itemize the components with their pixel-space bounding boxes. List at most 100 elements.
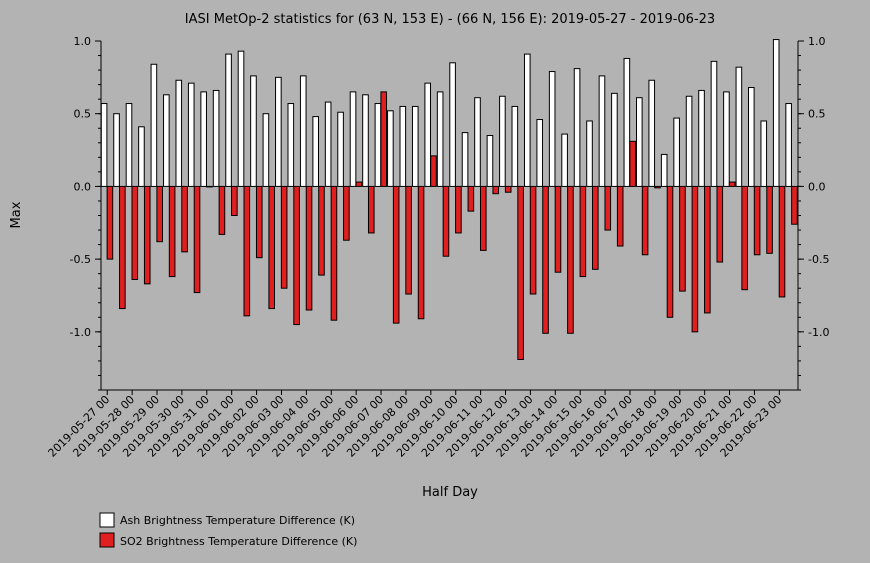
so2-bar <box>380 91 388 187</box>
so2-bar <box>504 185 512 193</box>
ash-bar <box>250 75 257 187</box>
so2-bar <box>367 185 375 234</box>
ash-bar <box>461 132 469 187</box>
so2-bar <box>467 185 475 212</box>
so2-bar <box>579 185 587 278</box>
ash-bar <box>511 105 519 187</box>
ash-bar <box>138 126 145 187</box>
ash-bar <box>735 66 743 187</box>
so2-bar <box>168 185 176 278</box>
ash-bar <box>387 110 394 187</box>
so2-bar <box>231 185 238 216</box>
y-tick-label-right: -1.0 <box>808 326 829 339</box>
ash-bar <box>262 113 270 187</box>
so2-bar <box>479 185 487 251</box>
so2-bar <box>704 185 711 314</box>
legend-label-ash: Ash Brightness Temperature Difference (K… <box>120 514 355 527</box>
so2-bar <box>119 185 126 310</box>
ash-bar <box>150 63 158 187</box>
x-axis-label: Half Day <box>422 485 478 500</box>
ash-bar <box>362 94 369 187</box>
ash-bar <box>685 95 693 187</box>
so2-bar <box>455 185 462 234</box>
so2-bar <box>206 185 213 188</box>
ash-bar <box>237 50 245 187</box>
ash-bar <box>636 97 643 187</box>
ash-bar <box>100 103 108 187</box>
so2-bar <box>492 185 500 195</box>
so2-bar <box>716 185 724 263</box>
ash-bar <box>187 82 195 187</box>
so2-bar <box>778 185 786 298</box>
ash-bar <box>573 68 581 187</box>
y-tick-label: -1.0 <box>70 326 91 339</box>
legend-swatch-so2 <box>99 532 115 548</box>
so2-bar <box>392 185 400 324</box>
so2-bar <box>728 181 736 187</box>
so2-bar <box>405 185 412 295</box>
ash-bar <box>673 117 680 187</box>
so2-bar <box>442 185 450 257</box>
ash-bar <box>324 101 332 187</box>
legend-swatch-ash <box>99 512 115 528</box>
so2-bar <box>305 185 313 311</box>
y-tick-label-right: -0.5 <box>808 253 829 266</box>
so2-bar <box>143 185 151 285</box>
so2-bar <box>218 185 226 235</box>
so2-bar <box>567 185 574 334</box>
so2-bar <box>355 181 363 187</box>
so2-bar <box>255 185 263 259</box>
axes-layer: 1.0 1.00.5 0.50.0 0.0-0.5 -0.5-1.0 -1.02019-0… <box>46 35 830 460</box>
ash-bar <box>561 133 568 187</box>
y-tick-label: 1.0 <box>74 35 92 48</box>
so2-bar <box>193 185 201 294</box>
so2-bar <box>293 185 300 326</box>
so2-bar <box>654 185 661 189</box>
so2-bar <box>753 185 761 256</box>
so2-bar <box>666 185 674 318</box>
y-tick-label-right: 1.0 <box>808 35 826 48</box>
so2-bar <box>679 185 686 292</box>
so2-bar <box>131 185 139 280</box>
so2-bar <box>604 185 612 231</box>
so2-bar <box>529 185 537 295</box>
legend-label-so2: SO2 Brightness Temperature Difference (K… <box>120 535 357 548</box>
ash-bar <box>474 97 481 187</box>
so2-bar <box>268 185 275 310</box>
ash-bar <box>411 105 419 187</box>
y-tick-label-right: 0.5 <box>808 108 826 121</box>
so2-bar <box>280 185 288 289</box>
ash-bar <box>772 39 780 187</box>
legend: Ash Brightness Temperature Difference (K… <box>99 512 357 548</box>
ash-bar <box>449 62 456 187</box>
ash-bar <box>163 94 170 187</box>
ash-bar <box>299 75 307 187</box>
ash-bar <box>399 105 407 187</box>
ash-bar <box>212 89 220 187</box>
so2-bar <box>691 185 699 333</box>
y-tick-label: 0.5 <box>74 108 92 121</box>
so2-bar <box>156 185 163 243</box>
ash-bar <box>424 82 432 187</box>
so2-bar <box>343 185 350 241</box>
so2-bar <box>318 185 325 276</box>
ash-bar <box>113 113 120 187</box>
so2-bar <box>542 185 549 334</box>
ash-bar <box>349 91 357 187</box>
ash-bar <box>548 71 556 187</box>
y-axis-label: Max <box>9 201 24 228</box>
so2-bar <box>616 185 624 247</box>
so2-bar <box>106 185 114 260</box>
ash-bar <box>287 103 295 187</box>
ash-bar <box>760 120 768 187</box>
so2-bar <box>417 185 425 320</box>
bars-layer <box>100 39 798 360</box>
ash-bar <box>660 153 668 187</box>
ash-bar <box>225 53 232 187</box>
y-tick-label: -0.5 <box>70 253 91 266</box>
ash-bar <box>312 116 319 187</box>
so2-bar <box>181 185 188 253</box>
ash-bar <box>648 79 656 187</box>
ash-bar <box>536 119 544 187</box>
